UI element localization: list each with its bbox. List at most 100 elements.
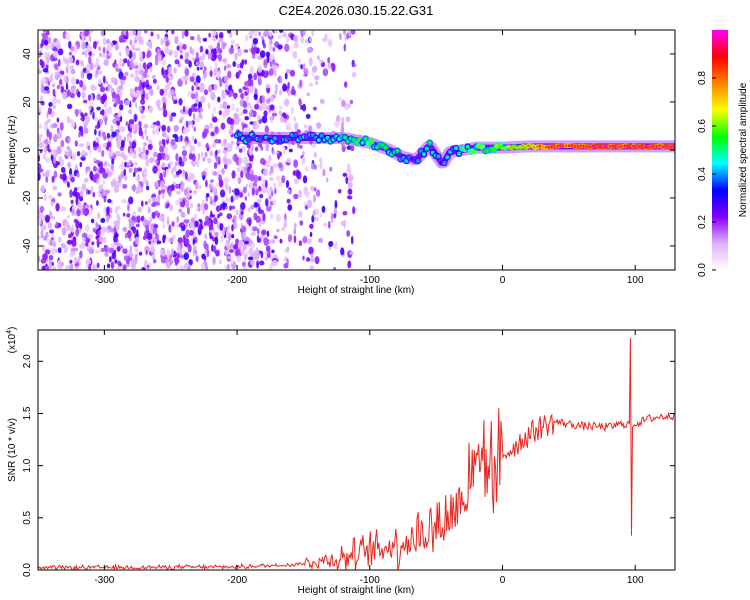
noise-speck	[349, 99, 354, 105]
noise-speck	[189, 203, 194, 209]
noise-speck	[168, 51, 173, 56]
noise-speck	[350, 235, 354, 245]
noise-speck	[272, 109, 277, 114]
noise-speck	[265, 161, 271, 168]
noise-speck	[55, 221, 59, 227]
noise-speck	[204, 203, 209, 211]
noise-speck	[40, 185, 46, 193]
noise-speck	[139, 51, 143, 60]
noise-speck	[102, 179, 106, 186]
noise-speck	[166, 125, 171, 133]
x-tick-label: 0	[500, 275, 506, 286]
noise-speck	[125, 121, 129, 127]
noise-speck	[223, 75, 229, 83]
noise-speck	[216, 42, 220, 51]
noise-speck	[261, 95, 266, 103]
noise-speck	[91, 241, 95, 246]
noise-speck	[70, 224, 75, 233]
noise-speck	[272, 163, 278, 168]
noise-speck	[100, 247, 106, 253]
noise-speck	[214, 231, 219, 237]
noise-speck	[160, 38, 164, 46]
noise-speck	[64, 265, 70, 270]
noise-speck	[72, 190, 76, 197]
noise-speck	[48, 75, 54, 83]
noise-speck	[68, 51, 73, 56]
noise-speck	[67, 215, 70, 219]
noise-speck	[113, 220, 119, 226]
noise-speck	[106, 206, 110, 214]
noise-speck	[59, 173, 64, 180]
noise-speck	[221, 201, 226, 211]
noise-speck	[78, 143, 85, 148]
noise-speck	[103, 194, 107, 203]
noise-speck	[294, 122, 299, 131]
colorbar-tick-label: 0.4	[697, 167, 708, 181]
noise-speck	[247, 207, 251, 213]
noise-speck	[226, 263, 230, 270]
noise-speck	[96, 200, 99, 206]
noise-speck	[208, 44, 214, 50]
noise-speck	[40, 231, 43, 235]
noise-speck	[213, 106, 216, 113]
noise-speck	[104, 161, 107, 167]
noise-speck	[226, 229, 230, 237]
noise-speck	[99, 110, 103, 115]
noise-speck	[171, 167, 174, 175]
noise-speck	[97, 212, 101, 220]
noise-speck	[98, 46, 102, 51]
noise-speck	[270, 213, 274, 220]
noise-speck	[165, 134, 169, 140]
noise-speck	[216, 149, 221, 154]
noise-speck	[265, 98, 271, 104]
noise-speck	[238, 161, 241, 167]
noise-speck	[142, 82, 145, 90]
noise-speck	[228, 185, 232, 195]
noise-speck	[96, 262, 100, 268]
noise-speck	[136, 175, 140, 183]
noise-speck	[206, 219, 212, 227]
noise-speck	[108, 106, 112, 115]
noise-speck	[153, 224, 159, 229]
noise-speck	[90, 218, 95, 224]
noise-speck	[260, 146, 264, 151]
noise-speck	[242, 123, 248, 129]
noise-speck	[166, 261, 170, 269]
noise-speck	[114, 208, 118, 213]
noise-speck	[125, 30, 129, 40]
noise-speck	[71, 120, 76, 128]
noise-speck	[168, 90, 171, 100]
noise-speck	[66, 145, 70, 151]
noise-speck	[103, 236, 107, 244]
noise-speck	[195, 255, 199, 263]
noise-speck	[301, 156, 306, 164]
noise-speck	[323, 222, 328, 227]
noise-speck	[185, 140, 188, 147]
noise-speck	[183, 249, 186, 254]
noise-speck	[69, 259, 73, 264]
noise-speck	[246, 102, 252, 108]
noise-speck	[73, 210, 77, 217]
noise-speck	[153, 78, 157, 84]
noise-speck	[293, 227, 297, 235]
noise-speck	[199, 45, 204, 53]
noise-speck	[118, 176, 121, 184]
noise-speck	[252, 226, 258, 232]
noise-speck	[265, 51, 271, 58]
noise-speck	[86, 44, 92, 52]
noise-speck	[219, 203, 223, 211]
noise-speck	[302, 175, 308, 184]
noise-speck	[45, 56, 50, 64]
noise-speck	[144, 92, 149, 101]
noise-speck	[195, 75, 201, 84]
noise-speck	[149, 88, 154, 97]
noise-speck	[43, 39, 49, 46]
noise-speck	[214, 195, 218, 201]
noise-speck	[158, 140, 162, 147]
noise-speck	[348, 174, 354, 182]
noise-speck	[93, 117, 99, 121]
noise-speck	[238, 241, 242, 246]
noise-speck	[88, 55, 92, 65]
noise-speck	[231, 234, 235, 239]
noise-speck	[272, 47, 276, 52]
